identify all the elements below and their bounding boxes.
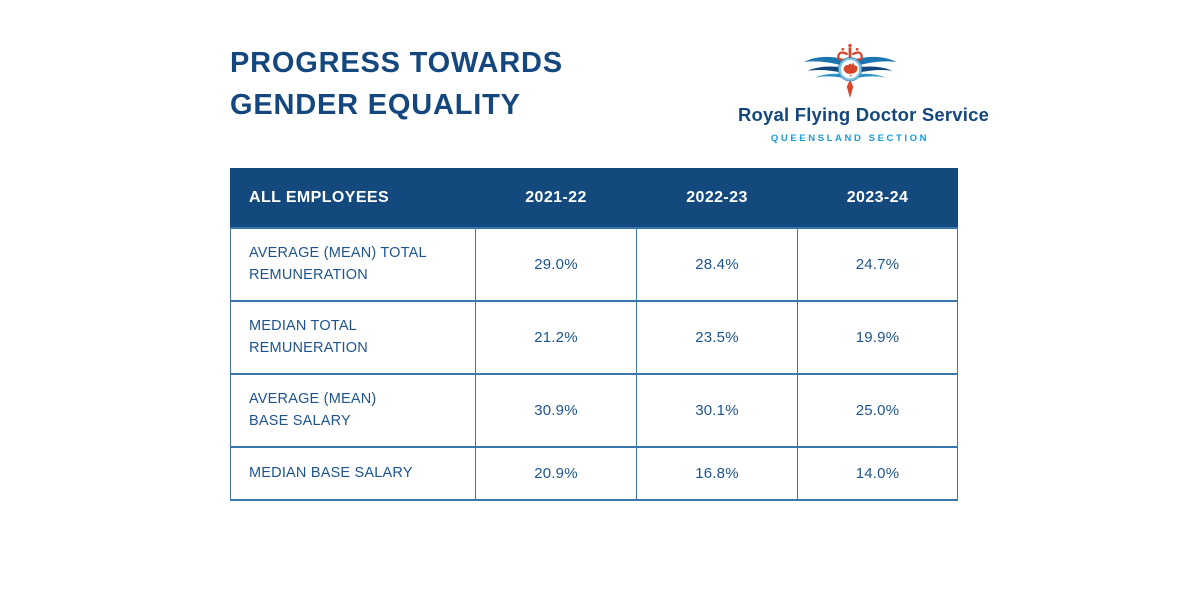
table-header-row: ALL EMPLOYEES 2021-22 2022-23 2023-24 bbox=[230, 168, 958, 229]
value-cell: 23.5% bbox=[636, 299, 798, 375]
table-row: AVERAGE (MEAN) BASE SALARY 30.9% 30.1% 2… bbox=[230, 372, 958, 448]
row-label-line: BASE SALARY bbox=[249, 413, 351, 429]
value-cell: 19.9% bbox=[797, 299, 958, 375]
value-cell: 14.0% bbox=[797, 445, 958, 501]
row-label-line: MEDIAN TOTAL bbox=[249, 318, 357, 334]
value-cell: 24.7% bbox=[797, 226, 958, 302]
row-label-line: AVERAGE (MEAN) bbox=[249, 391, 377, 407]
row-label: MEDIAN TOTAL REMUNERATION bbox=[230, 299, 476, 375]
row-label-line: REMUNERATION bbox=[249, 267, 368, 283]
table-row: MEDIAN BASE SALARY 20.9% 16.8% 14.0% bbox=[230, 445, 958, 501]
value-cell: 20.9% bbox=[475, 445, 637, 501]
rfds-section-label: QUEENSLAND SECTION bbox=[770, 133, 930, 144]
page-title-line2: GENDER EQUALITY bbox=[230, 89, 521, 121]
row-label: AVERAGE (MEAN) BASE SALARY bbox=[230, 372, 476, 448]
value-cell: 21.2% bbox=[475, 299, 637, 375]
header-all-employees: ALL EMPLOYEES bbox=[230, 168, 476, 229]
value-cell: 30.1% bbox=[636, 372, 798, 448]
value-cell: 16.8% bbox=[636, 445, 798, 501]
rfds-wings-icon bbox=[738, 34, 962, 102]
value-cell: 28.4% bbox=[636, 226, 798, 302]
row-label-line: MEDIAN BASE SALARY bbox=[249, 465, 413, 481]
page-title: PROGRESS TOWARDS GENDER EQUALITY bbox=[230, 42, 563, 126]
value-cell: 25.0% bbox=[797, 372, 958, 448]
rfds-logo: Royal Flying Doctor Service QUEENSLAND S… bbox=[738, 34, 990, 144]
row-label: MEDIAN BASE SALARY bbox=[230, 445, 476, 501]
row-label-line: REMUNERATION bbox=[249, 340, 368, 356]
page-title-line1: PROGRESS TOWARDS bbox=[230, 47, 563, 79]
row-label-line: AVERAGE (MEAN) TOTAL bbox=[249, 245, 427, 261]
table-row: MEDIAN TOTAL REMUNERATION 21.2% 23.5% 19… bbox=[230, 299, 958, 375]
table-row: AVERAGE (MEAN) TOTAL REMUNERATION 29.0% … bbox=[230, 226, 958, 302]
header-year-2022-23: 2022-23 bbox=[636, 168, 798, 229]
rfds-wordmark: Royal Flying Doctor Service bbox=[738, 104, 990, 125]
value-cell: 30.9% bbox=[475, 372, 637, 448]
header-year-2023-24: 2023-24 bbox=[797, 168, 958, 229]
row-label: AVERAGE (MEAN) TOTAL REMUNERATION bbox=[230, 226, 476, 302]
header-year-2021-22: 2021-22 bbox=[475, 168, 637, 229]
gender-equality-table: ALL EMPLOYEES 2021-22 2022-23 2023-24 AV… bbox=[230, 168, 958, 501]
value-cell: 29.0% bbox=[475, 226, 637, 302]
